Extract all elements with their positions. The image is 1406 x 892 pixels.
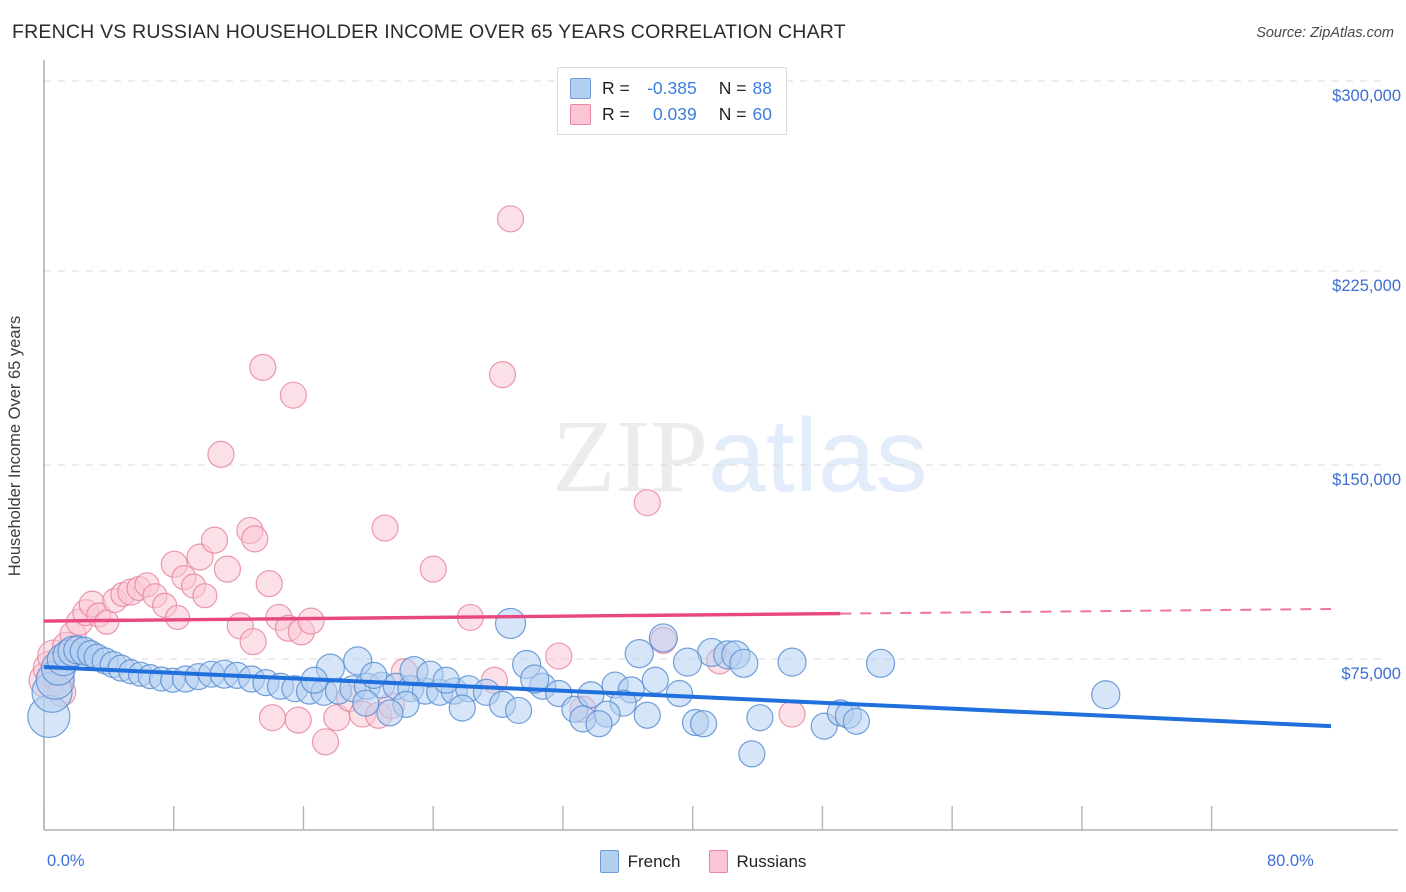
trendline-russians	[43, 607, 1332, 623]
legend-item-french[interactable]: French	[599, 850, 681, 873]
scatter-point	[164, 604, 191, 631]
french-color-swatch	[570, 77, 591, 99]
n-label: N =	[718, 77, 747, 98]
scatter-point	[494, 607, 527, 640]
scatter-point	[279, 381, 307, 409]
scatter-point	[520, 664, 550, 694]
scatter-point	[376, 699, 404, 727]
scatter-point	[249, 353, 277, 381]
scatter-point	[641, 666, 669, 694]
scatter-point	[577, 681, 605, 709]
scatter-point	[213, 555, 241, 583]
scatter-point	[865, 648, 896, 678]
scatter-point	[207, 440, 235, 468]
legend-item-russians[interactable]: Russians	[708, 850, 807, 873]
scatter-point	[746, 704, 774, 732]
legend-color-swatch	[708, 850, 728, 873]
scatter-point	[624, 639, 654, 669]
source-attribution: Source: ZipAtlas.com	[1256, 25, 1394, 41]
scatter-point	[1091, 680, 1121, 710]
scatter-point	[200, 526, 229, 554]
r-value: -0.385	[647, 77, 697, 98]
scatter-point	[371, 514, 399, 542]
n-value: 60	[752, 103, 772, 124]
scatter-point	[665, 679, 694, 708]
scatter-point	[504, 696, 533, 725]
y-tick-label: $225,000	[1332, 277, 1401, 295]
correlation-stats-box: R = -0.385 N = 88 R = 0.039 N = 60	[557, 67, 787, 135]
trendline-solid-segment	[43, 611, 841, 623]
scatter-point	[241, 525, 269, 553]
scatter-point	[192, 583, 218, 609]
scatter-point	[297, 607, 325, 635]
trendline-dashed-segment	[840, 607, 1332, 615]
scatter-point	[352, 689, 380, 717]
scatter-point	[842, 707, 871, 735]
scatter-point	[778, 700, 806, 728]
x-tick-label: 0.0%	[47, 852, 85, 870]
stat-row: R = 0.039 N = 60	[570, 101, 772, 127]
scatter-point	[729, 648, 759, 678]
scatter-point	[689, 710, 718, 738]
scatter-point	[585, 710, 613, 738]
scatter-point	[432, 666, 460, 694]
series-legend: French Russians	[0, 850, 1406, 873]
scatter-point	[738, 740, 766, 768]
x-tick-marks	[43, 806, 1213, 830]
y-tick-label: $300,000	[1332, 87, 1401, 105]
gridlines	[44, 80, 1386, 660]
scatter-point	[255, 569, 283, 598]
scatter-point	[633, 701, 661, 729]
scatter-point	[448, 694, 476, 722]
axis-lines	[43, 60, 1398, 831]
scatter-point	[94, 609, 120, 635]
scatter-point	[648, 623, 678, 653]
r-label: R =	[602, 103, 630, 124]
stat-row: R = -0.385 N = 88	[570, 75, 772, 101]
n-label: N =	[718, 103, 747, 124]
legend-label: Russians	[736, 851, 807, 871]
page-title: FRENCH VS RUSSIAN HOUSEHOLDER INCOME OVE…	[12, 21, 846, 43]
scatter-point	[496, 205, 525, 233]
trendline-french	[43, 664, 1332, 729]
scatter-point	[258, 704, 287, 732]
n-value: 88	[752, 77, 772, 98]
y-tick-label: $150,000	[1332, 471, 1401, 489]
legend-color-swatch	[599, 850, 619, 873]
scatter-point	[311, 728, 340, 756]
scatter-points-french	[27, 607, 1121, 768]
scatter-point	[419, 555, 447, 583]
y-tick-label: $75,000	[1341, 665, 1401, 683]
r-value: 0.039	[652, 103, 697, 124]
scatter-point	[633, 489, 661, 517]
legend-label: French	[627, 851, 681, 871]
x-tick-label: 80.0%	[1267, 852, 1314, 870]
scatter-point	[777, 647, 807, 677]
russians-color-swatch	[570, 103, 591, 125]
scatter-point	[545, 642, 573, 670]
scatter-point	[488, 361, 517, 389]
scatter-point	[239, 627, 267, 656]
r-label: R =	[602, 77, 630, 98]
scatter-point	[284, 706, 312, 734]
scatter-point	[672, 647, 703, 677]
trendline-solid	[43, 664, 1332, 729]
